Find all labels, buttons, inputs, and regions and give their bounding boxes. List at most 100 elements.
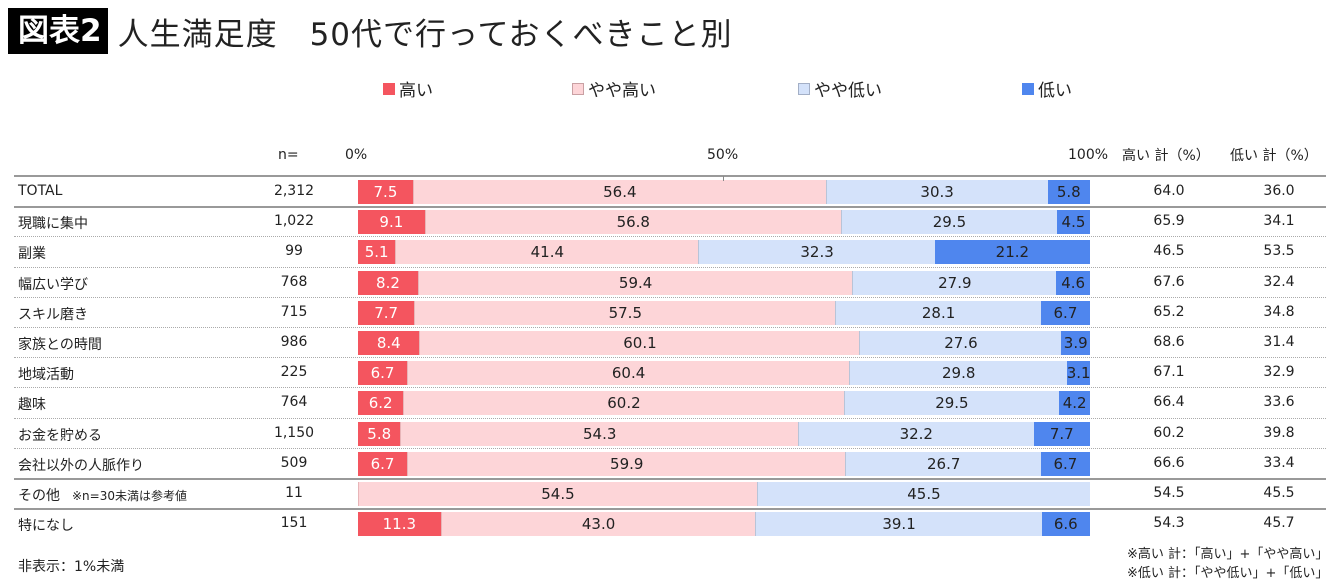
- segment-high: 5.8: [358, 421, 401, 446]
- segment-somewhat-low: 45.5: [756, 482, 1090, 506]
- segment-low: 4.2: [1059, 391, 1090, 416]
- row-high-total: 54.3: [1153, 515, 1185, 532]
- data-label: 59.4: [618, 273, 653, 292]
- row-separator: [14, 175, 1326, 177]
- row-label-text: 現職に集中: [18, 216, 88, 233]
- row-n: 225: [280, 364, 308, 381]
- row-label: スキル磨き: [18, 304, 88, 324]
- legend-item-high: 高い: [383, 76, 433, 101]
- data-label: 32.3: [800, 243, 834, 262]
- row-high-total: 68.6: [1153, 334, 1185, 350]
- data-label: 60.2: [607, 394, 641, 413]
- segment-somewhat-low: 27.9: [852, 270, 1057, 295]
- row-label: 趣味: [18, 394, 46, 414]
- row-low-total: 39.8: [1263, 424, 1295, 441]
- data-label: 3.1: [1066, 364, 1091, 383]
- stacked-bar: 8.4 60.1 27.6 3.9: [358, 331, 1090, 355]
- data-label: 27.6: [944, 334, 978, 352]
- footnote-low-total: ※低い 計：「やや低い」+「低い」: [1127, 566, 1329, 581]
- segment-somewhat-low: 26.7: [845, 451, 1041, 476]
- row-high-total: 65.2: [1153, 303, 1185, 320]
- stacked-bar: 5.1 41.4 32.3 21.2: [358, 240, 1090, 265]
- stacked-bar: 7.5 56.4 30.3 5.8: [358, 180, 1090, 204]
- row-label-text: お金を貯める: [18, 427, 102, 444]
- stacked-bar: 8.2 59.4 27.9 4.6: [358, 270, 1090, 295]
- segment-somewhat-high: 57.5: [414, 300, 836, 325]
- row-note: ※n=30未満は参考値: [72, 489, 187, 503]
- legend-label: 高い: [399, 81, 433, 101]
- row-label: TOTAL: [18, 183, 62, 199]
- data-label: 54.5: [541, 485, 575, 503]
- row-label: お金を貯める: [18, 425, 102, 445]
- stacked-bar: 6.7 60.4 29.8 3.1: [358, 361, 1091, 386]
- row-label: 家族との時間: [18, 334, 102, 354]
- data-label: 3.9: [1063, 334, 1088, 352]
- row-high-total: 67.6: [1153, 273, 1185, 290]
- stacked-bar: 6.2 60.2 29.5 4.2: [358, 391, 1090, 416]
- data-label: 6.7: [1053, 454, 1078, 473]
- row-n: 764: [280, 394, 308, 411]
- row-label-text: 特になし: [18, 518, 74, 535]
- row-low-total: 45.5: [1263, 485, 1295, 501]
- segment-somewhat-high: 60.1: [419, 331, 860, 355]
- segment-somewhat-low: 32.3: [698, 240, 935, 265]
- row-separator: [14, 508, 1326, 511]
- segment-high: 6.2: [358, 391, 404, 416]
- row-label-text: スキル磨き: [18, 306, 88, 323]
- segment-somewhat-low: 29.5: [840, 210, 1057, 235]
- row-label-text: TOTAL: [18, 183, 63, 199]
- row-low-total: 34.1: [1263, 213, 1295, 230]
- segment-high: 6.7: [358, 361, 408, 386]
- footnote-hidden: 非表示：1%未満: [18, 559, 125, 575]
- segment-somewhat-high: 59.9: [407, 451, 846, 476]
- legend-swatch: [383, 82, 395, 95]
- table-row: スキル磨き 715 7.7 57.5 28.1 6.7 65.2 34.8: [14, 298, 1326, 328]
- segment-somewhat-high: 60.4: [407, 361, 850, 386]
- data-label: 57.5: [608, 303, 642, 322]
- table-row: その他 ※n=30未満は参考値 11 54.5 45.5 54.5 45.5: [14, 479, 1326, 509]
- row-high-total: 67.1: [1153, 364, 1185, 381]
- data-label: 4.6: [1061, 273, 1086, 292]
- row-separator: [14, 327, 1326, 328]
- data-label: 9.1: [379, 213, 404, 232]
- n-header: n=: [278, 147, 299, 163]
- row-label-text: 趣味: [18, 397, 46, 414]
- title-text: 人生満足度 50代で行っておくべきこと別: [117, 16, 733, 53]
- row-label: 現職に集中: [18, 213, 88, 233]
- row-low-total: 53.5: [1263, 243, 1295, 260]
- data-label: 29.8: [942, 364, 976, 383]
- legend-swatch: [1022, 82, 1034, 95]
- legend-item-somewhat-high: やや高い: [572, 76, 656, 101]
- footnote-high-total: ※高い 計：「高い」+「やや高い」: [1127, 547, 1329, 562]
- row-label-text: 会社以外の人脈作り: [18, 457, 144, 474]
- row-high-total: 64.0: [1153, 183, 1185, 199]
- table-row: 会社以外の人脈作り 509 6.7 59.9 26.7 6.7 66.6 33.4: [14, 449, 1326, 479]
- data-label: 7.7: [1049, 424, 1074, 443]
- data-label: 54.3: [582, 424, 617, 443]
- legend-swatch: [572, 82, 584, 95]
- segment-low: 7.7: [1033, 421, 1090, 446]
- stacked-bar: 7.7 57.5 28.1 6.7: [358, 300, 1090, 325]
- stacked-bar: 11.3 43.0 39.1 6.6: [358, 512, 1090, 537]
- data-label: 30.3: [920, 183, 954, 201]
- row-high-total: 54.5: [1153, 485, 1185, 501]
- row-label-text: 幅広い学び: [18, 276, 88, 293]
- low-total-header: 低い 計（%）: [1230, 148, 1318, 164]
- data-label: 56.8: [616, 213, 650, 232]
- legend-item-somewhat-low: やや低い: [798, 76, 882, 101]
- segment-low: 6.6: [1041, 512, 1090, 537]
- row-low-total: 34.8: [1263, 303, 1295, 320]
- segment-somewhat-high: 56.8: [424, 210, 841, 235]
- row-label: 特になし: [18, 515, 74, 535]
- row-high-total: 66.4: [1153, 394, 1185, 411]
- data-label: 6.7: [370, 454, 395, 473]
- segment-low: 4.5: [1057, 210, 1090, 235]
- row-label: 地域活動: [18, 364, 74, 384]
- data-label: 56.4: [603, 183, 637, 201]
- segment-somewhat-low: 27.6: [859, 331, 1062, 355]
- high-total-header: 高い 計（%）: [1122, 148, 1210, 164]
- row-separator: [14, 478, 1326, 480]
- row-low-total: 33.6: [1263, 394, 1295, 411]
- table-row: 家族との時間 986 8.4 60.1 27.6 3.9 68.6 31.4: [14, 328, 1326, 358]
- data-label: 29.5: [932, 213, 967, 232]
